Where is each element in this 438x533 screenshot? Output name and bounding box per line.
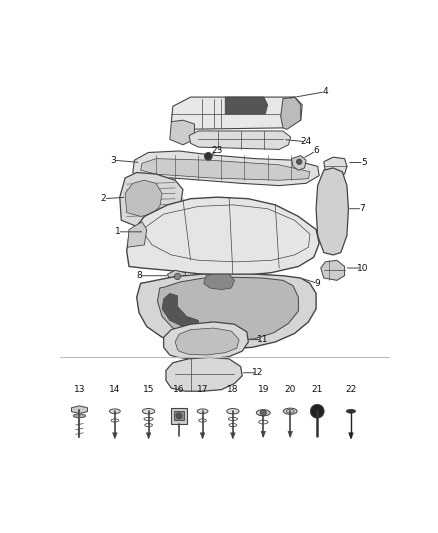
Text: 19: 19 — [258, 384, 269, 393]
Polygon shape — [71, 406, 88, 414]
Text: 22: 22 — [345, 384, 357, 393]
Circle shape — [174, 273, 180, 280]
Ellipse shape — [73, 414, 85, 418]
Text: 10: 10 — [357, 263, 368, 272]
Text: 7: 7 — [360, 204, 365, 213]
Polygon shape — [291, 156, 306, 170]
Polygon shape — [158, 277, 298, 341]
Polygon shape — [146, 433, 151, 439]
Polygon shape — [133, 151, 319, 185]
Text: 16: 16 — [173, 384, 185, 393]
Text: 12: 12 — [252, 368, 263, 377]
Text: 14: 14 — [109, 384, 120, 393]
Polygon shape — [189, 131, 291, 149]
Polygon shape — [164, 322, 248, 359]
Circle shape — [260, 410, 266, 416]
Ellipse shape — [322, 176, 344, 246]
Polygon shape — [321, 260, 345, 280]
Polygon shape — [162, 294, 198, 329]
Text: 5: 5 — [361, 158, 367, 167]
Polygon shape — [113, 433, 117, 439]
Ellipse shape — [346, 409, 356, 413]
Circle shape — [205, 152, 212, 160]
Polygon shape — [261, 431, 265, 438]
Text: 6: 6 — [313, 147, 319, 156]
Polygon shape — [324, 157, 347, 175]
Polygon shape — [230, 433, 235, 439]
Text: 1: 1 — [115, 227, 120, 236]
Polygon shape — [166, 357, 242, 391]
Circle shape — [310, 405, 324, 418]
Polygon shape — [125, 180, 162, 216]
Polygon shape — [200, 433, 205, 439]
Polygon shape — [316, 168, 349, 255]
Ellipse shape — [110, 409, 120, 414]
Polygon shape — [141, 159, 310, 180]
Text: 20: 20 — [285, 384, 296, 393]
Polygon shape — [137, 274, 316, 349]
Polygon shape — [349, 433, 353, 439]
Ellipse shape — [283, 408, 297, 414]
Bar — [171, 408, 187, 424]
Ellipse shape — [142, 408, 155, 414]
Text: 21: 21 — [311, 384, 323, 393]
Polygon shape — [120, 173, 183, 227]
Polygon shape — [127, 222, 147, 247]
Text: 8: 8 — [136, 271, 142, 280]
Text: 11: 11 — [257, 335, 268, 344]
Polygon shape — [288, 431, 293, 438]
Polygon shape — [167, 270, 187, 282]
Text: 23: 23 — [212, 147, 223, 156]
Circle shape — [176, 413, 182, 419]
Polygon shape — [175, 328, 239, 355]
Ellipse shape — [256, 410, 270, 416]
Bar — [174, 411, 184, 421]
Polygon shape — [225, 97, 268, 114]
Circle shape — [297, 159, 302, 165]
Text: 13: 13 — [74, 384, 85, 393]
Polygon shape — [171, 97, 302, 130]
Text: 9: 9 — [315, 279, 321, 288]
Text: 15: 15 — [143, 384, 154, 393]
Text: 4: 4 — [322, 87, 328, 96]
Polygon shape — [204, 274, 234, 289]
Text: 18: 18 — [227, 384, 239, 393]
Polygon shape — [127, 197, 319, 276]
Ellipse shape — [197, 409, 208, 414]
Polygon shape — [281, 97, 301, 130]
Polygon shape — [170, 120, 194, 145]
Text: 3: 3 — [111, 156, 117, 165]
Text: 24: 24 — [300, 137, 312, 146]
Text: 17: 17 — [197, 384, 208, 393]
Ellipse shape — [227, 408, 239, 414]
Text: 2: 2 — [101, 194, 106, 203]
